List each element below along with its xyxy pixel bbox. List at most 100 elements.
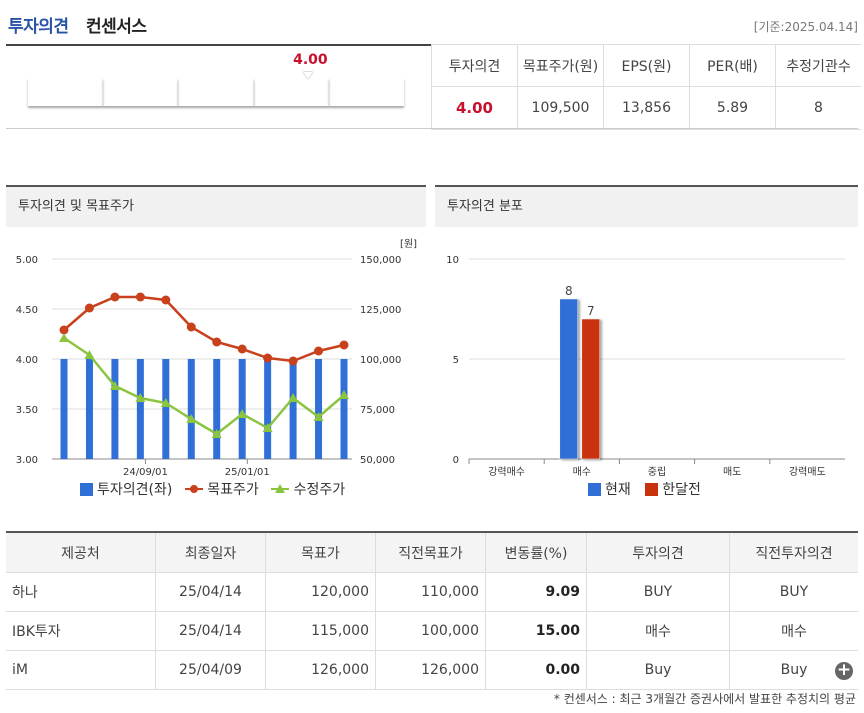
opinion-bar (60, 359, 68, 459)
summary-eps: 13,856 (603, 86, 690, 130)
target-price-point (110, 292, 120, 302)
chart-title: 투자의견 및 목표주가 (6, 187, 426, 227)
target-price: 120,000 (265, 572, 376, 612)
rating-segment-strong-buy: 강력매수 (329, 78, 404, 106)
adjusted-price-point (288, 393, 299, 402)
bar-value-label: 8 (565, 284, 573, 298)
x-tick-label: 24/09/01 (123, 467, 168, 478)
summary-target-price: 109,500 (517, 86, 604, 130)
target-price: 115,000 (265, 611, 376, 651)
opinion: BUY (586, 572, 730, 612)
legend-swatch-month-ago (645, 483, 659, 496)
table-row: iM 25/04/09 126,000 126,000 0.00 Buy Buy (6, 650, 858, 690)
target-price-line (63, 295, 345, 363)
y-left-tick-label: 5.00 (16, 255, 38, 266)
last-date: 25/04/09 (155, 650, 266, 690)
summary-per: 5.89 (689, 86, 776, 130)
adjusted-price-point (160, 398, 171, 407)
y-tick-label: 5 (453, 355, 459, 366)
y-left-tick-label: 3.00 (16, 455, 38, 466)
summary-header: PER(배) (689, 44, 776, 87)
adjusted-price-point (237, 409, 248, 418)
legend-swatch-bar (80, 483, 93, 496)
broker-name: 하나 (6, 572, 156, 612)
adjusted-price-point (84, 350, 95, 359)
broker-name: iM (6, 650, 156, 690)
more-plus-icon[interactable]: + (835, 660, 853, 680)
y-left-tick-label: 3.50 (16, 405, 38, 416)
opinion-bar (136, 359, 144, 459)
table-header: 변동률(%) (485, 531, 587, 573)
rating-segment-strong-sell: 강력매도 (28, 78, 103, 106)
prev-target-price: 100,000 (375, 611, 486, 651)
target-price-point (263, 353, 273, 363)
table-row: 하나 25/04/14 120,000 110,000 9.09 BUY BUY (6, 572, 858, 612)
target-price-point (84, 303, 94, 313)
prev-opinion: 매수 (729, 611, 858, 651)
change-rate: 15.00 (485, 611, 587, 651)
table-header: 직전목표가 (375, 531, 486, 573)
adjusted-price-point (186, 414, 197, 423)
summary-header: 투자의견 (431, 44, 518, 87)
target-price-point (161, 295, 171, 305)
legend-label: 투자의견(좌) (97, 482, 173, 498)
chart2-legend: 현재 한달전 (588, 479, 701, 499)
table-header: 직전투자의견 (729, 531, 858, 573)
section-subtitle: 컨센서스 (86, 17, 147, 37)
legend-swatch-current (588, 483, 601, 496)
y-right-tick-label: 50,000 (360, 455, 395, 466)
target-price-point (288, 356, 298, 366)
table-row: IBK투자 25/04/14 115,000 100,000 15.00 매수 … (6, 611, 858, 651)
opinion-distribution-chart-panel: 투자의견 분포 10 5 0 강력매수 매수 8 7 중립 매도 강력매도 (435, 185, 858, 478)
summary-estimator-count: 8 (775, 86, 861, 130)
target-price-point (186, 322, 196, 332)
opinion-bar (85, 359, 93, 459)
target-price-point (339, 340, 349, 350)
prev-target-price: 110,000 (375, 572, 486, 612)
opinion-bar (187, 359, 195, 459)
rating-segment-sell: 매도 (103, 78, 178, 106)
adjusted-price-line (63, 336, 345, 436)
opinion-bar (340, 359, 348, 459)
target-price-point (135, 292, 145, 302)
summary-header: 목표주가(원) (517, 44, 604, 87)
opinion: 매수 (586, 611, 730, 651)
y-right-tick-label: 75,000 (360, 405, 395, 416)
target-price-point (237, 344, 247, 354)
legend-swatch-line-green (271, 484, 290, 493)
adjusted-price-point (339, 390, 349, 399)
bar-value-label: 7 (587, 304, 595, 318)
legend-label: 현재 (605, 482, 631, 498)
opinion: Buy (586, 650, 730, 690)
section-title: 투자의견 (8, 17, 69, 37)
prev-opinion: BUY (729, 572, 858, 612)
change-rate: 0.00 (485, 650, 587, 690)
opinion-bar (111, 359, 119, 459)
x-tick-label: 매도 (723, 466, 741, 478)
legend-swatch-line-red (184, 485, 203, 493)
target-price-point (59, 325, 69, 335)
x-tick-label: 매수 (573, 466, 591, 478)
legend-label: 한달전 (662, 482, 701, 498)
rating-segment-buy: 매수 (254, 78, 329, 106)
last-date: 25/04/14 (155, 572, 266, 612)
table-header: 목표가 (265, 531, 376, 573)
table-header: 제공처 (6, 531, 156, 573)
opinion-bar (289, 359, 297, 459)
x-tick-label: 중립 (648, 465, 666, 478)
chart1-legend: 투자의견(좌) 목표주가 수정주가 (80, 479, 345, 499)
adjusted-price-point (211, 429, 222, 438)
adjusted-price-point (109, 381, 120, 390)
y-right-unit: [원] (400, 238, 417, 250)
opinion-bar (213, 359, 221, 459)
y-tick-label: 10 (446, 255, 459, 266)
section-header: 투자의견 컨센서스 [기준:2025.04.14] (6, 0, 858, 46)
distribution-bar (559, 298, 579, 460)
consensus-summary-table: 투자의견 목표주가(원) EPS(원) PER(배) 추정기관수 4.00 10… (431, 44, 861, 130)
opinion-bar (264, 359, 272, 459)
divider (6, 128, 858, 129)
adjusted-price-point (135, 393, 146, 402)
opinion-target-chart: 5.00 4.50 4.00 3.50 3.00 150,000 125,000 100,00… (16, 238, 417, 478)
summary-header: EPS(원) (603, 44, 690, 87)
adjusted-price-point (262, 423, 273, 432)
